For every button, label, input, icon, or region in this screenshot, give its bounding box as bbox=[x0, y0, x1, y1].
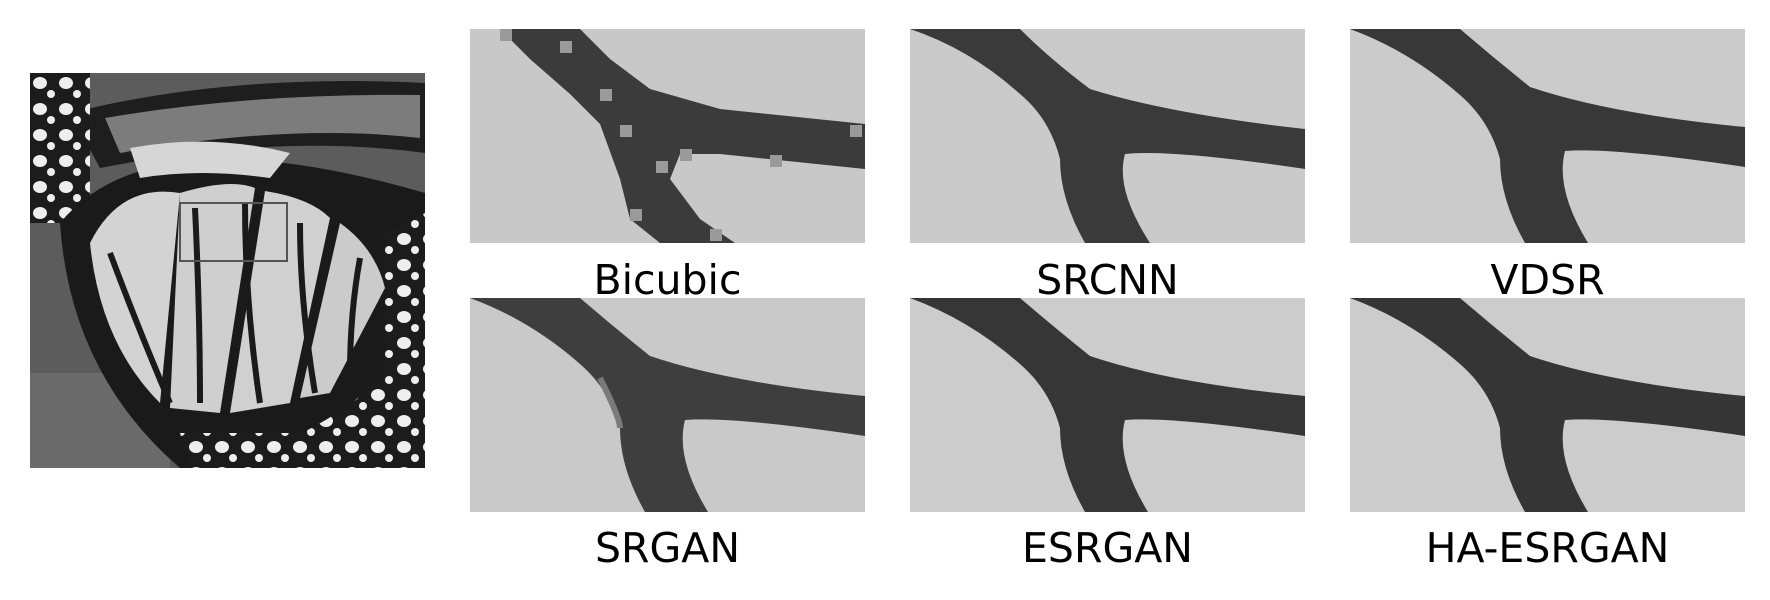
vein-crop-bicubic bbox=[470, 29, 865, 243]
caption-srcnn: SRCNN bbox=[1036, 256, 1179, 304]
vein-crop-srgan bbox=[470, 298, 865, 512]
vein-crop-srcnn bbox=[910, 29, 1305, 243]
vein-crop-ha-esrgan bbox=[1350, 298, 1745, 512]
reference-butterfly-image bbox=[30, 73, 425, 468]
vein-crop-vdsr bbox=[1350, 29, 1745, 243]
crop-panel-srcnn bbox=[910, 29, 1305, 243]
crop-panel-vdsr bbox=[1350, 29, 1745, 243]
vein-crop-esrgan bbox=[910, 298, 1305, 512]
crop-panel-srgan bbox=[470, 298, 865, 512]
caption-srgan: SRGAN bbox=[594, 524, 740, 572]
caption-vdsr: VDSR bbox=[1490, 256, 1605, 304]
butterfly-wing-graphic bbox=[30, 73, 425, 468]
crop-panel-esrgan bbox=[910, 298, 1305, 512]
caption-bicubic: Bicubic bbox=[593, 256, 742, 304]
roi-box bbox=[179, 202, 288, 262]
crop-panel-bicubic bbox=[470, 29, 865, 243]
caption-esrgan: ESRGAN bbox=[1022, 524, 1193, 572]
crop-panel-ha-esrgan bbox=[1350, 298, 1745, 512]
caption-ha-esrgan: HA-ESRGAN bbox=[1425, 524, 1670, 572]
